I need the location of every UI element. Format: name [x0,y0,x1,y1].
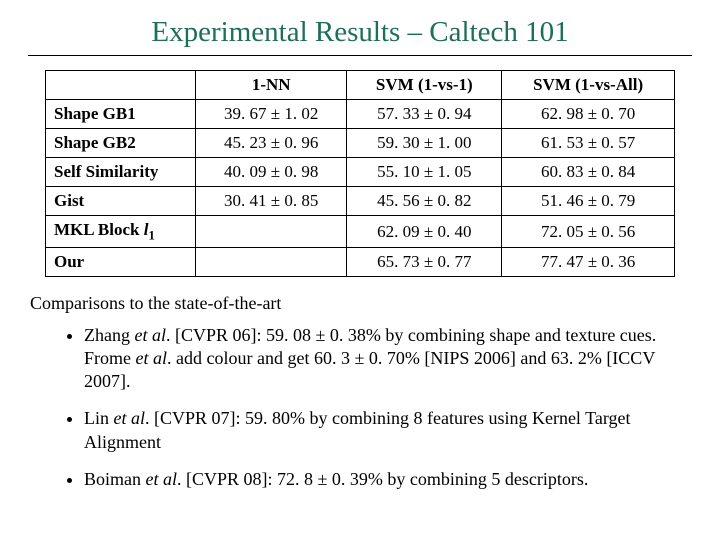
table-cell: 72. 05 ± 0. 56 [502,216,675,248]
row-label: Self Similarity [46,158,196,187]
table-row: Gist30. 41 ± 0. 8545. 56 ± 0. 8251. 46 ±… [46,187,675,216]
table-cell: 62. 98 ± 0. 70 [502,100,675,129]
table-cell: 77. 47 ± 0. 36 [502,248,675,277]
table-header: SVM (1-vs-All) [502,71,675,100]
table-row: Self Similarity40. 09 ± 0. 9855. 10 ± 1.… [46,158,675,187]
page-title: Experimental Results – Caltech 101 [28,16,692,49]
results-table: 1-NN SVM (1-vs-1) SVM (1-vs-All) Shape G… [45,70,675,277]
slide: Experimental Results – Caltech 101 1-NN … [0,0,720,540]
row-label: Gist [46,187,196,216]
row-label: Shape GB1 [46,100,196,129]
table-cell: 62. 09 ± 0. 40 [347,216,502,248]
table-cell: 55. 10 ± 1. 05 [347,158,502,187]
table-row: Our 65. 73 ± 0. 7777. 47 ± 0. 36 [46,248,675,277]
table-cell: 65. 73 ± 0. 77 [347,248,502,277]
table-cell [196,216,347,248]
list-item: Zhang et al. [CVPR 06]: 59. 08 ± 0. 38% … [84,324,692,393]
row-label: Our [46,248,196,277]
table-header-empty [46,71,196,100]
comparisons-heading: Comparisons to the state-of-the-art [30,293,692,314]
table-cell: 51. 46 ± 0. 79 [502,187,675,216]
bullet-list: Zhang et al. [CVPR 06]: 59. 08 ± 0. 38% … [28,324,692,490]
table-cell: 45. 23 ± 0. 96 [196,129,347,158]
table-cell: 61. 53 ± 0. 57 [502,129,675,158]
table-header: SVM (1-vs-1) [347,71,502,100]
table-cell [196,248,347,277]
list-item: Boiman et al. [CVPR 08]: 72. 8 ± 0. 39% … [84,468,692,491]
row-label: MKL Block l1 [46,216,196,248]
table-header-row: 1-NN SVM (1-vs-1) SVM (1-vs-All) [46,71,675,100]
table-cell: 40. 09 ± 0. 98 [196,158,347,187]
table-cell: 45. 56 ± 0. 82 [347,187,502,216]
table-header: 1-NN [196,71,347,100]
table-cell: 59. 30 ± 1. 00 [347,129,502,158]
row-label: Shape GB2 [46,129,196,158]
title-rule [28,55,692,56]
table-cell: 60. 83 ± 0. 84 [502,158,675,187]
table-row: Shape GB139. 67 ± 1. 0257. 33 ± 0. 9462.… [46,100,675,129]
table-cell: 30. 41 ± 0. 85 [196,187,347,216]
table-body: Shape GB139. 67 ± 1. 0257. 33 ± 0. 9462.… [46,100,675,277]
list-item: Lin et al. [CVPR 07]: 59. 80% by combini… [84,407,692,453]
table-row: Shape GB245. 23 ± 0. 9659. 30 ± 1. 0061.… [46,129,675,158]
table-row: MKL Block l1 62. 09 ± 0. 4072. 05 ± 0. 56 [46,216,675,248]
table-cell: 57. 33 ± 0. 94 [347,100,502,129]
table-cell: 39. 67 ± 1. 02 [196,100,347,129]
